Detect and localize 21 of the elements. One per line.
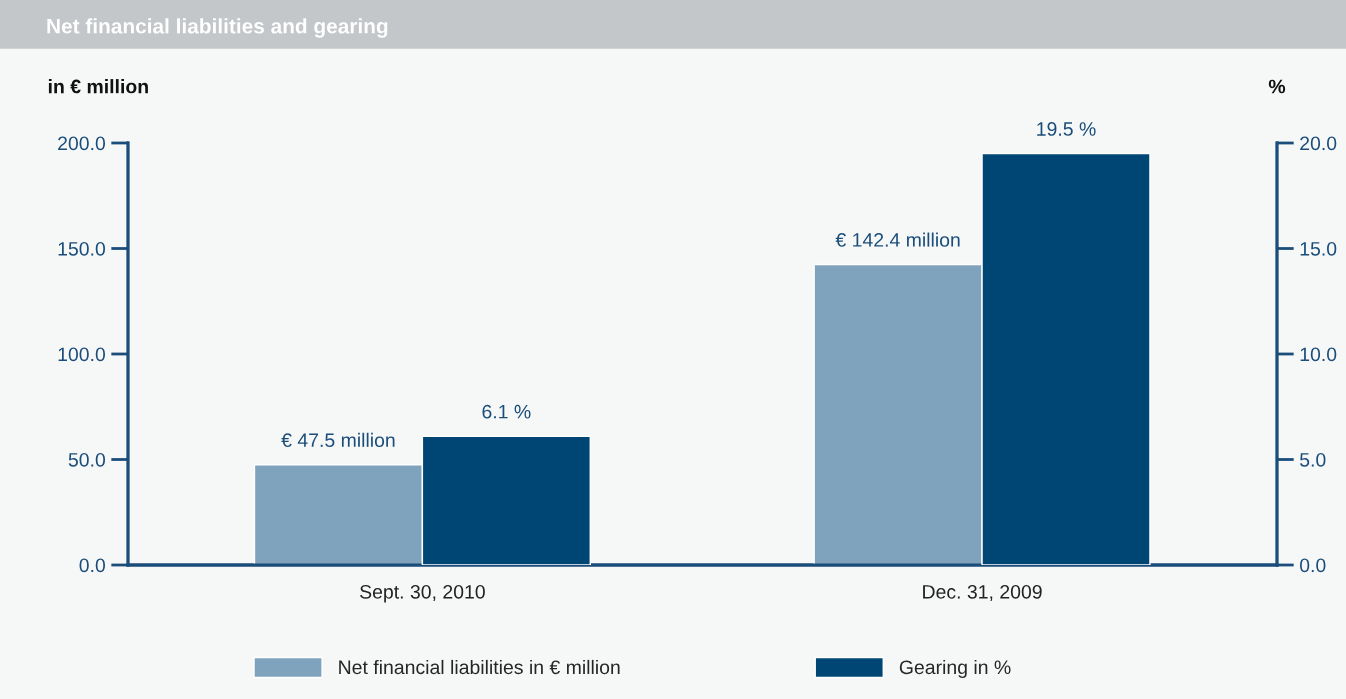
legend-label: Net financial liabilities in € million [339,659,620,675]
y2-axis-title: % [1268,79,1286,94]
x-tick-label: Sept. 30, 2010 [360,584,485,603]
data-label: 19.5 % [1037,122,1096,136]
chart-title: Net financial liabilities and gearing [47,18,388,38]
y-tick-label: 50.0 [68,452,106,467]
y-axis-title: in € million [48,79,148,94]
data-label: 6.1 % [482,404,531,419]
y2-tick-label: 5.0 [1300,452,1326,467]
y-tick-label: 150.0 [58,241,106,256]
legend-label: Gearing in % [899,659,1011,679]
data-label: € 142.4 million [835,232,960,247]
y2-tick-label: 20.0 [1300,136,1337,151]
y-tick-label: 0.0 [79,558,106,573]
y2-tick-label: 10.0 [1300,347,1337,362]
y-tick-label: 100.0 [58,347,106,362]
y2-tick-label: 0.0 [1299,558,1326,573]
y-tick-label: 200.0 [58,136,106,151]
y2-tick-label: 15.0 [1300,241,1337,256]
x-tick-label: Dec. 31, 2009 [923,584,1042,602]
data-label: € 47.5 million [281,432,395,448]
